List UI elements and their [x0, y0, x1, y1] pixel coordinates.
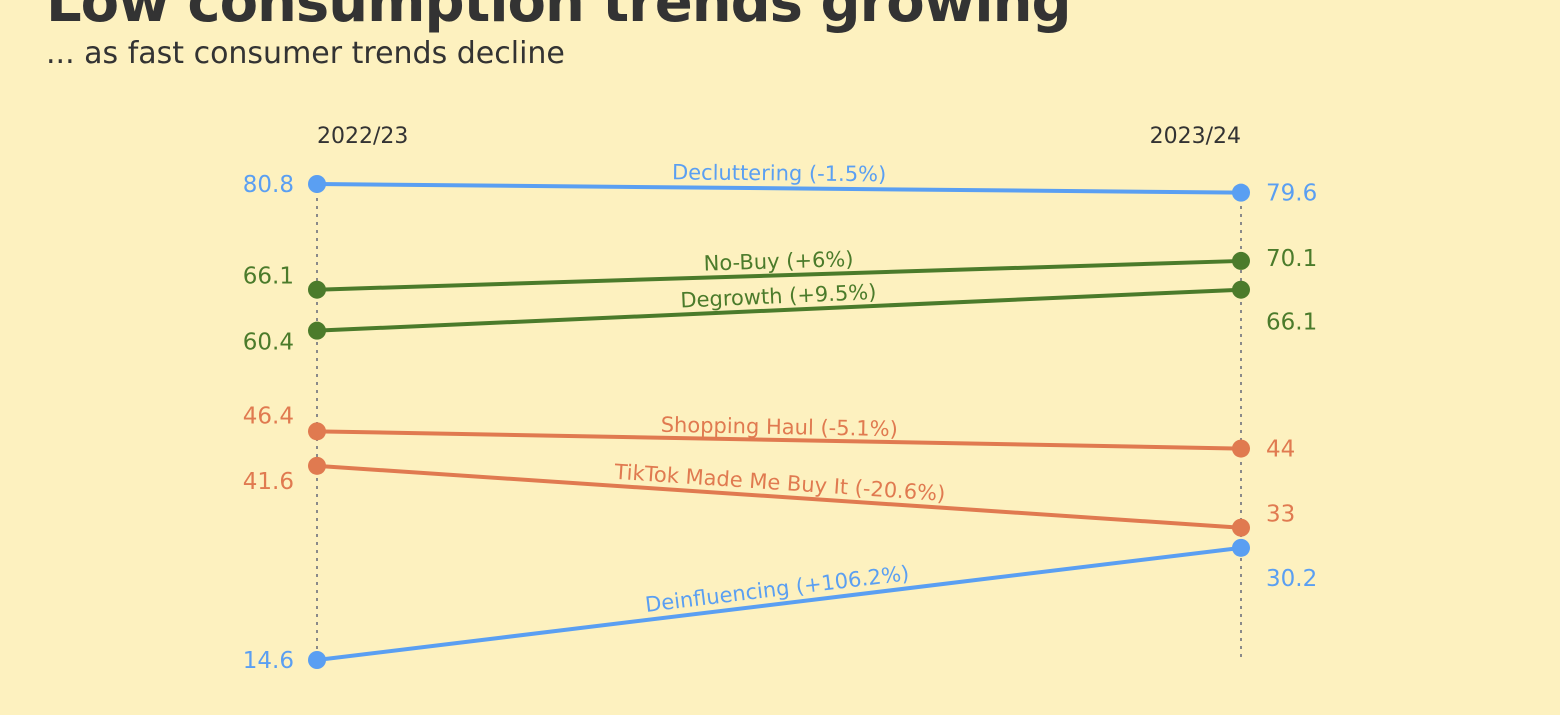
data-label: 14.6	[243, 648, 294, 674]
data-label: 46.4	[243, 403, 294, 429]
data-point	[1232, 439, 1250, 458]
data-label: 80.8	[243, 172, 294, 198]
series-line	[316, 463, 1242, 530]
data-label: 66.1	[1266, 310, 1317, 336]
data-label: 79.6	[1266, 181, 1317, 207]
series-label: No-Buy (+6%)	[703, 247, 854, 276]
data-point	[308, 280, 326, 299]
series-label: Shopping Haul (-5.1%)	[660, 413, 898, 441]
data-point	[1232, 518, 1250, 537]
series-line	[316, 258, 1242, 292]
series-line	[316, 429, 1242, 451]
data-label: 60.4	[243, 330, 294, 356]
chart-subtitle: ... as fast consumer trends decline	[46, 36, 565, 71]
data-point	[1232, 251, 1250, 270]
chart-title: Low consumption trends growing	[46, 0, 1072, 35]
data-label: 30.2	[1266, 566, 1317, 592]
data-label: 41.6	[243, 469, 294, 495]
period-label-right: 2023/24	[1150, 124, 1241, 149]
data-point	[308, 175, 326, 193]
data-point	[308, 321, 326, 340]
data-label: 44	[1266, 437, 1295, 463]
data-label: 33	[1266, 502, 1295, 528]
series-label: Decluttering (-1.5%)	[672, 160, 886, 186]
series-line	[316, 545, 1242, 662]
series-line	[316, 182, 1242, 195]
period-label-left: 2022/23	[317, 124, 408, 149]
data-label: 66.1	[243, 264, 294, 290]
series-label: Deinfluencing (+106.2%)	[644, 561, 911, 617]
data-point	[308, 651, 326, 669]
data-point	[1232, 538, 1250, 557]
series-line	[316, 287, 1242, 333]
series-label: TikTok Made Me Buy It (-20.6%)	[613, 460, 946, 506]
data-label: 70.1	[1266, 246, 1317, 272]
data-point	[1232, 183, 1250, 202]
data-point	[1232, 280, 1250, 299]
data-point	[308, 456, 326, 475]
data-point	[308, 422, 326, 441]
